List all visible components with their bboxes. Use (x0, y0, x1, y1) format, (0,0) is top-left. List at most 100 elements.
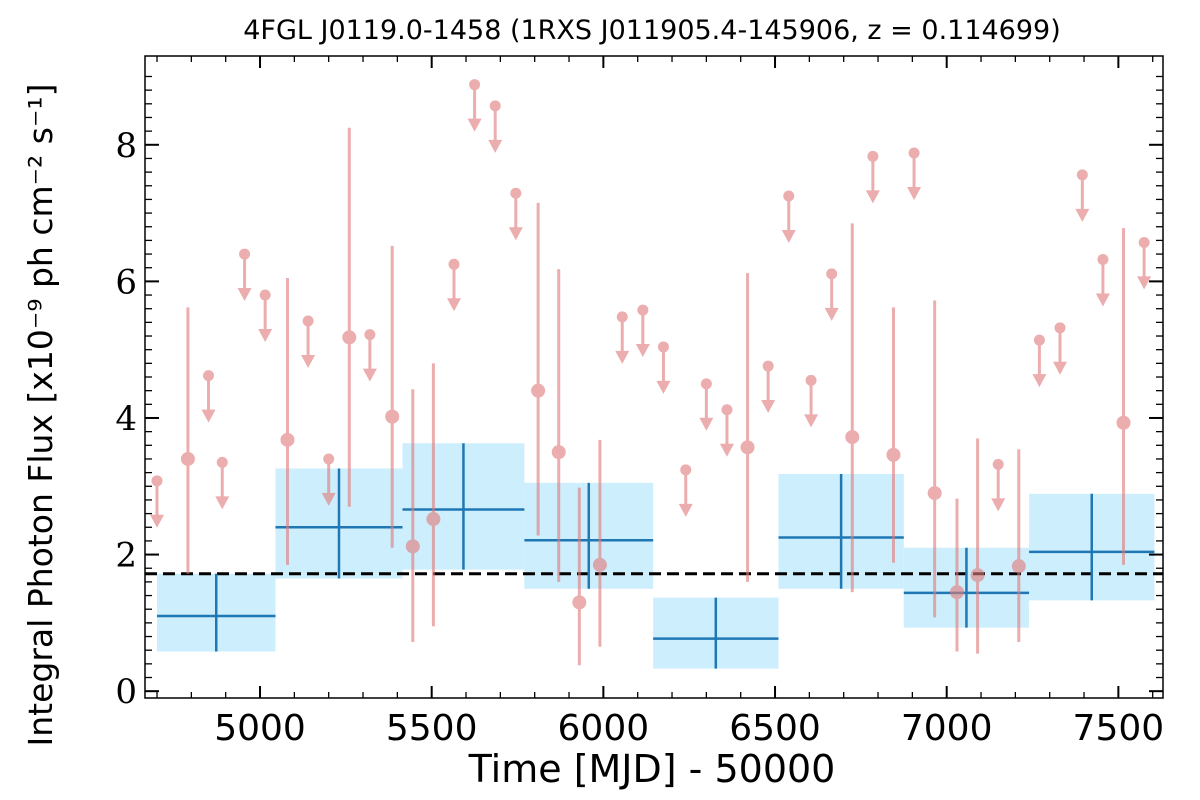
y-tick-label: 8 (115, 126, 137, 166)
y-tick-label: 2 (115, 536, 137, 576)
upper-limit-arrow (1032, 374, 1047, 388)
x-tick-label: 7500 (1073, 708, 1165, 749)
upper-limit-arrow (237, 288, 252, 302)
data-point (1095, 254, 1110, 307)
data-point (258, 289, 273, 343)
upper-limit-marker (700, 378, 712, 390)
upper-limit-marker (783, 190, 795, 202)
point-marker (1116, 415, 1131, 430)
data-point (970, 438, 985, 654)
data-point (342, 127, 357, 507)
upper-limit-arrow (321, 492, 336, 506)
upper-limit-marker (867, 150, 879, 162)
upper-limit-marker (657, 341, 669, 353)
data-point (531, 202, 546, 536)
x-tick-label: 5000 (214, 708, 306, 749)
upper-limit-arrow (907, 186, 922, 200)
upper-limit-marker (203, 370, 215, 382)
upper-limit-arrow (761, 400, 776, 414)
upper-limit-marker (616, 311, 628, 323)
upper-limit-marker (510, 187, 522, 199)
point-marker (592, 557, 607, 572)
upper-limit-arrow (1052, 361, 1067, 375)
data-point (991, 458, 1006, 512)
data-point (592, 439, 607, 647)
data-point (845, 223, 860, 593)
upper-limit-marker (259, 289, 271, 301)
data-point (301, 315, 316, 368)
point-marker (927, 486, 942, 501)
upper-limit-arrow (824, 307, 839, 321)
data-point (824, 268, 839, 321)
upper-limit-arrow (201, 409, 216, 423)
upper-limit-marker (239, 248, 251, 260)
x-axis-label: Time [MJD] - 50000 (468, 747, 836, 791)
point-marker (426, 512, 441, 527)
data-point (886, 307, 901, 563)
point-marker (551, 445, 566, 460)
x-tick-label: 5500 (386, 708, 478, 749)
point-marker (740, 440, 755, 455)
upper-limit-marker (1076, 169, 1088, 181)
point-marker (342, 330, 357, 345)
data-point (656, 341, 671, 394)
point-marker (970, 568, 985, 583)
data-point (719, 404, 734, 457)
y-tick-label: 6 (115, 262, 137, 302)
upper-limit-arrow (656, 380, 671, 394)
data-point (907, 147, 922, 200)
upper-limit-arrow (362, 368, 377, 382)
data-point (1032, 334, 1047, 388)
data-point (426, 363, 441, 627)
upper-limit-marker (151, 475, 163, 487)
data-point (740, 273, 755, 582)
data-point (615, 311, 630, 364)
upper-limit-marker (302, 315, 314, 327)
data-point (180, 307, 195, 574)
point-marker (180, 451, 195, 466)
upper-limit-marker (908, 147, 920, 159)
upper-limit-arrow (991, 498, 1006, 512)
data-point (1052, 322, 1067, 375)
data-point (150, 475, 165, 528)
upper-limit-arrow (635, 344, 650, 358)
upper-limit-marker (992, 458, 1004, 470)
data-point (551, 269, 566, 582)
upper-limit-arrow (1137, 276, 1152, 290)
upper-limit-arrow (150, 514, 165, 528)
bin-crosshairs (157, 443, 1155, 669)
data-point (447, 258, 462, 312)
upper-limit-arrow (215, 496, 230, 510)
data-point (237, 248, 252, 302)
upper-limit-marker (1097, 254, 1109, 266)
upper-limit-arrow (1075, 208, 1090, 222)
point-marker (886, 447, 901, 462)
upper-limit-arrow (301, 354, 316, 368)
data-point (1011, 449, 1026, 642)
data-point (385, 245, 400, 548)
upper-limit-marker (489, 100, 501, 112)
upper-limit-marker (680, 464, 692, 476)
upper-limit-marker (1033, 334, 1045, 346)
upper-limit-arrow (447, 298, 462, 312)
data-point (201, 370, 216, 423)
y-tick-label: 0 (115, 672, 137, 712)
point-marker (572, 595, 587, 610)
bin-boxes (157, 443, 1155, 669)
upper-limit-marker (364, 329, 376, 341)
upper-limit-arrow (699, 417, 714, 431)
upper-limit-arrow (719, 443, 734, 457)
upper-limit-arrow (1095, 293, 1110, 307)
data-point (804, 374, 819, 428)
x-tick-label: 6000 (558, 708, 650, 749)
data-point (865, 150, 880, 204)
data-point (678, 464, 693, 517)
upper-limit-marker (216, 456, 228, 468)
point-marker (531, 383, 546, 398)
upper-limit-marker (1054, 322, 1066, 334)
upper-limit-arrow (678, 503, 693, 517)
upper-limit-arrow (615, 350, 630, 364)
upper-limit-arrow (467, 118, 482, 132)
upper-limit-marker (762, 360, 774, 372)
point-marker (1011, 559, 1026, 574)
